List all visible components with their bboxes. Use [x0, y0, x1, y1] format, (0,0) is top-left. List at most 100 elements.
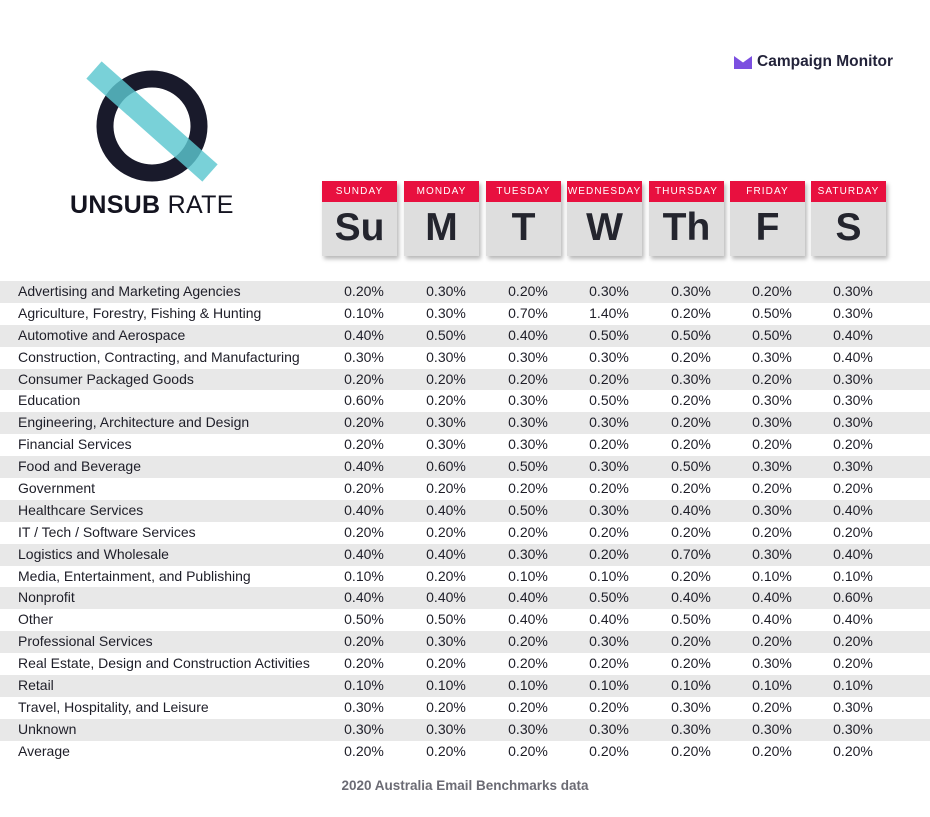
table-cell: 0.10% [508, 677, 548, 694]
row-label: Advertising and Marketing Agencies [18, 283, 241, 299]
table-cell: 0.30% [426, 348, 466, 365]
unsub-rate-logo [86, 61, 218, 182]
table-cell: 0.40% [344, 545, 384, 562]
table-cell: 0.10% [344, 304, 384, 321]
table-cell: 0.20% [589, 655, 629, 672]
table-cell: 0.30% [833, 283, 873, 299]
table-cell: 0.30% [833, 458, 873, 475]
day-abbr: Su [334, 206, 385, 249]
table-row: Education 0.60% 0.20% 0.30% 0.50% 0.20% 0.30% 0… [0, 390, 930, 412]
table-cell: 0.30% [426, 633, 466, 650]
table-row: Agriculture, Forestry, Fishing & Hunting… [0, 303, 930, 325]
day-name: SATURDAY [811, 181, 886, 202]
table-cell: 0.30% [752, 348, 792, 365]
table-cell: 0.30% [833, 720, 873, 737]
day-card: SATURDAY S [811, 181, 886, 256]
table-cell: 0.30% [752, 501, 792, 518]
table-cell: 0.30% [589, 501, 629, 518]
table-cell: 0.20% [344, 523, 384, 540]
day-card: FRIDAY F [730, 181, 805, 256]
table-cell: 0.20% [589, 698, 629, 715]
table-row: Real Estate, Design and Construction Act… [0, 653, 930, 675]
table-cell: 0.20% [344, 655, 384, 672]
row-label: Government [18, 480, 96, 497]
day-name: TUESDAY [486, 181, 561, 202]
table-cell: 0.30% [752, 655, 792, 672]
page-title: UNSUB RATE [70, 191, 234, 220]
table-cell: 0.20% [752, 436, 792, 453]
table-cell: 0.30% [752, 414, 792, 431]
table-cell: 0.20% [589, 436, 629, 453]
table-cell: 0.10% [344, 677, 384, 694]
day-card: THURSDAY Th [649, 181, 724, 256]
table-cell: 0.40% [426, 545, 466, 562]
row-label: Education [18, 392, 81, 409]
row-label: Average [18, 742, 70, 759]
table-cell: 0.50% [752, 304, 792, 321]
table-cell: 0.20% [344, 633, 384, 650]
table-cell: 0.20% [671, 633, 711, 650]
table-cell: 0.40% [508, 326, 548, 343]
table-cell: 0.20% [589, 545, 629, 562]
table-cell: 0.20% [508, 523, 548, 540]
table-cell: 0.40% [833, 545, 873, 562]
table-cell: 0.40% [833, 326, 873, 343]
table-cell: 0.20% [589, 742, 629, 759]
table-cell: 0.20% [508, 633, 548, 650]
table-cell: 0.20% [833, 655, 873, 672]
table-cell: 0.30% [426, 414, 466, 431]
table-cell: 0.20% [344, 480, 384, 497]
title-light: RATE [167, 191, 234, 219]
table-cell: 0.40% [426, 501, 466, 518]
day-card: WEDNESDAY W [567, 181, 642, 256]
table-cell: 0.50% [589, 589, 629, 606]
day-card: SUNDAY Su [322, 181, 397, 256]
row-label: Automotive and Aerospace [18, 326, 186, 343]
table-cell: 0.20% [344, 283, 384, 299]
table-cell: 0.30% [752, 545, 792, 562]
table-cell: 0.60% [833, 589, 873, 606]
table-cell: 0.10% [833, 677, 873, 694]
table-cell: 0.50% [508, 458, 548, 475]
table-row: Advertising and Marketing Agencies 0.20% 0… [0, 281, 930, 303]
table-cell: 0.20% [508, 283, 548, 299]
table-cell: 0.70% [671, 545, 711, 562]
table-cell: 0.10% [589, 677, 629, 694]
table-cell: 0.50% [671, 458, 711, 475]
table-cell: 0.40% [589, 611, 629, 628]
table-cell: 0.30% [671, 370, 711, 387]
row-label: Financial Services [18, 436, 132, 453]
table-cell: 0.20% [671, 742, 711, 759]
table-row: Government 0.20% 0.20% 0.20% 0.20% 0.20% 0.20%… [0, 478, 930, 500]
row-label: Retail [18, 677, 54, 694]
table-cell: 0.30% [426, 720, 466, 737]
table-cell: 1.40% [589, 304, 629, 321]
table-cell: 0.30% [752, 458, 792, 475]
table-row: Logistics and Wholesale 0.40% 0.40% 0.30% 0.… [0, 543, 930, 566]
table-cell: 0.30% [752, 392, 792, 409]
title-bold: UNSUB [70, 191, 161, 219]
day-name: MONDAY [404, 181, 479, 202]
table-cell: 0.20% [833, 480, 873, 497]
day-abbr: S [835, 206, 862, 249]
table-cell: 0.30% [508, 348, 548, 365]
day-abbr: Th [662, 206, 711, 249]
table-row: Engineering, Architecture and Design 0.20… [0, 412, 930, 435]
table-cell: 0.30% [589, 414, 629, 431]
day-name: THURSDAY [649, 181, 724, 202]
table-cell: 0.20% [508, 698, 548, 715]
table-cell: 0.30% [508, 720, 548, 737]
row-label: Real Estate, Design and Construction Act… [18, 655, 310, 672]
row-label: IT / Tech / Software Services [18, 523, 196, 540]
table-cell: 0.40% [833, 501, 873, 518]
table-cell: 0.30% [671, 720, 711, 737]
table-cell: 0.20% [508, 370, 548, 387]
data-table: Advertising and Marketing Agencies 0.20% 0… [0, 281, 930, 763]
table-cell: 0.40% [752, 589, 792, 606]
table-cell: 0.50% [426, 326, 466, 343]
row-label: Logistics and Wholesale [18, 545, 169, 562]
table-cell: 0.30% [833, 414, 873, 431]
day-name: FRIDAY [730, 181, 805, 202]
row-label: Agriculture, Forestry, Fishing & Hunting [18, 304, 262, 321]
table-cell: 0.30% [589, 283, 629, 299]
